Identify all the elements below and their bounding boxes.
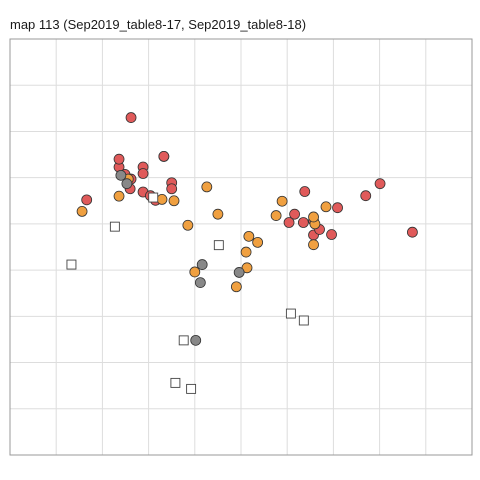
data-point bbox=[182, 219, 194, 231]
data-point bbox=[137, 168, 149, 179]
data-point bbox=[243, 230, 255, 242]
data-point bbox=[113, 153, 125, 165]
data-point bbox=[115, 169, 127, 181]
data-point bbox=[308, 239, 319, 251]
data-point-square bbox=[178, 335, 189, 346]
data-point-square bbox=[170, 377, 181, 388]
data-point bbox=[81, 194, 93, 206]
data-point bbox=[240, 246, 252, 258]
data-point bbox=[230, 281, 242, 293]
data-point bbox=[121, 178, 133, 190]
data-point bbox=[196, 259, 208, 270]
data-point bbox=[297, 217, 309, 228]
data-point bbox=[289, 208, 300, 220]
data-point bbox=[308, 211, 319, 223]
data-point bbox=[125, 112, 137, 123]
data-point bbox=[407, 226, 418, 238]
data-point bbox=[332, 202, 343, 214]
data-point-square bbox=[66, 259, 77, 270]
data-point-square bbox=[109, 221, 120, 232]
data-point bbox=[201, 181, 213, 193]
data-point-square bbox=[186, 383, 197, 394]
data-point bbox=[156, 193, 168, 205]
chart-title: map 113 (Sep2019_table8-17, Sep2019_tabl… bbox=[10, 17, 307, 32]
data-point bbox=[270, 210, 282, 221]
data-point bbox=[233, 267, 245, 278]
data-point bbox=[190, 334, 202, 346]
data-point bbox=[76, 206, 88, 217]
data-points bbox=[66, 112, 418, 394]
data-point bbox=[276, 195, 288, 207]
data-point bbox=[299, 186, 311, 197]
data-point-square bbox=[148, 192, 159, 203]
data-point bbox=[158, 151, 170, 162]
plot-gridlines bbox=[10, 39, 472, 455]
data-point bbox=[360, 190, 372, 202]
data-point bbox=[168, 195, 180, 207]
data-point bbox=[113, 190, 125, 202]
data-point bbox=[283, 217, 295, 228]
plot-frame bbox=[9, 38, 473, 456]
data-point bbox=[326, 229, 337, 240]
data-point bbox=[241, 262, 253, 274]
data-point bbox=[194, 277, 206, 288]
data-point bbox=[166, 183, 178, 195]
data-point bbox=[189, 266, 201, 278]
data-point bbox=[320, 201, 332, 213]
data-point-square bbox=[213, 240, 224, 251]
data-point-square bbox=[285, 308, 296, 319]
data-point-square bbox=[298, 315, 309, 326]
data-point bbox=[212, 208, 224, 220]
data-point bbox=[374, 178, 386, 190]
data-point bbox=[252, 236, 264, 248]
